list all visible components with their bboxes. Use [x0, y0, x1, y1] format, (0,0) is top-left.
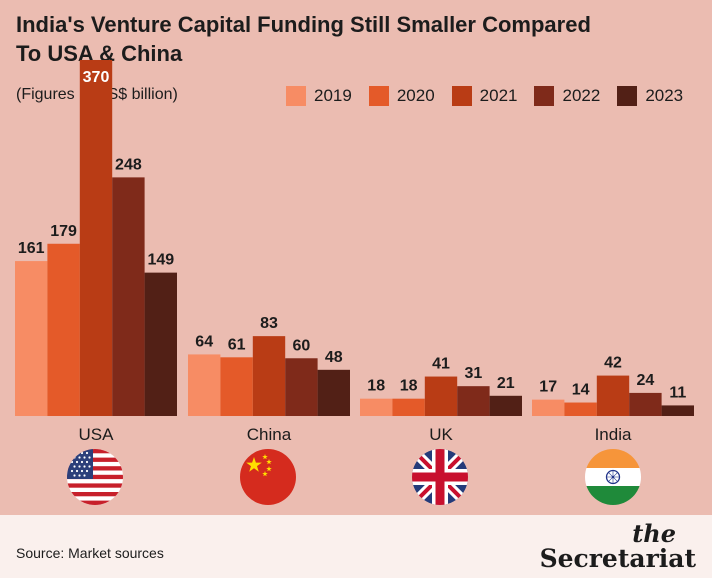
data-label-uk-2019: 18 [367, 378, 385, 395]
bar-usa-2022 [112, 177, 145, 416]
india-flag-icon [585, 449, 641, 505]
bar-usa-2023 [144, 272, 177, 416]
data-label-usa-2021: 370 [83, 69, 110, 86]
data-label-india-2023: 11 [669, 384, 686, 401]
source-note: Source: Market sources [16, 545, 164, 561]
bar-india-2020 [564, 402, 597, 416]
legend-swatch-2022 [534, 86, 555, 106]
bar-china-2022 [285, 358, 318, 416]
legend-swatch-2023 [617, 86, 638, 106]
bar-india-2023 [661, 405, 694, 416]
data-label-india-2020: 14 [572, 382, 590, 399]
bar-india-2019 [532, 399, 565, 416]
legend-label-2022: 2022 [562, 86, 601, 105]
legend-label-2023: 2023 [645, 86, 684, 105]
bar-china-2020 [220, 357, 253, 416]
data-label-china-2020: 61 [228, 336, 246, 353]
brand-logo-the: the [632, 519, 676, 548]
legend-item-2019: 2019 [286, 86, 352, 106]
bar-uk-2023 [489, 395, 522, 416]
category-label-usa: USA [79, 425, 115, 444]
bar-china-2023 [317, 369, 350, 416]
china-flag-icon [240, 449, 296, 505]
data-label-usa-2022: 248 [115, 156, 142, 173]
legend-item-2022: 2022 [534, 86, 600, 106]
data-label-usa-2023: 149 [147, 252, 174, 269]
data-label-uk-2022: 31 [465, 365, 483, 382]
uk-flag-icon [412, 449, 468, 505]
legend-label-2020: 2020 [396, 86, 435, 105]
bar-uk-2021 [424, 376, 458, 416]
category-label-india: India [595, 425, 632, 444]
data-label-china-2023: 48 [325, 349, 343, 366]
footer: Source: Market sources the Secretariat [0, 515, 712, 578]
legend-swatch-2021 [451, 86, 472, 106]
bar-china-2019 [188, 354, 221, 416]
legend-label-2019: 2019 [314, 86, 352, 105]
data-label-uk-2020: 18 [400, 378, 418, 395]
legend-item-2021: 2021 [451, 86, 518, 106]
legend-item-2020: 2020 [368, 86, 435, 106]
data-label-india-2022: 24 [637, 372, 655, 389]
data-label-usa-2019: 161 [18, 240, 45, 257]
bar-chart: 161 179 370 248 149 USA 64 61 83 60 48 China 18 18 41 3… [15, 59, 694, 444]
bar-china-2021 [252, 336, 286, 416]
data-label-india-2019: 17 [539, 379, 557, 396]
brand-logo: the Secretariat [539, 519, 696, 573]
brand-logo-name: Secretariat [539, 544, 696, 573]
legend-swatch-2020 [368, 86, 389, 106]
data-label-china-2019: 64 [195, 333, 213, 350]
data-label-china-2022: 60 [293, 337, 311, 354]
data-label-uk-2023: 21 [497, 375, 515, 392]
bar-usa-2020 [47, 243, 80, 416]
legend: 2019 2020 2021 2022 2023 [286, 86, 683, 106]
legend-swatch-2019 [286, 86, 306, 106]
bar-uk-2020 [392, 398, 425, 416]
legend-item-2023: 2023 [617, 86, 683, 106]
usa-flag-icon [67, 449, 123, 505]
data-label-usa-2020: 179 [50, 223, 77, 240]
bar-india-2022 [629, 392, 662, 416]
data-label-india-2021: 42 [604, 355, 622, 372]
bar-uk-2022 [457, 386, 490, 416]
bar-india-2021 [596, 375, 630, 416]
legend-label-2021: 2021 [479, 86, 518, 105]
data-label-uk-2021: 41 [432, 356, 450, 373]
data-label-china-2021: 83 [260, 315, 278, 332]
bar-usa-2021 [79, 59, 113, 417]
bar-uk-2019 [360, 398, 393, 416]
category-label-uk: UK [429, 425, 453, 444]
bar-usa-2019 [15, 261, 48, 416]
category-label-china: China [247, 425, 292, 444]
chart-title: India's Venture Capital Funding Still Sm… [16, 12, 591, 66]
